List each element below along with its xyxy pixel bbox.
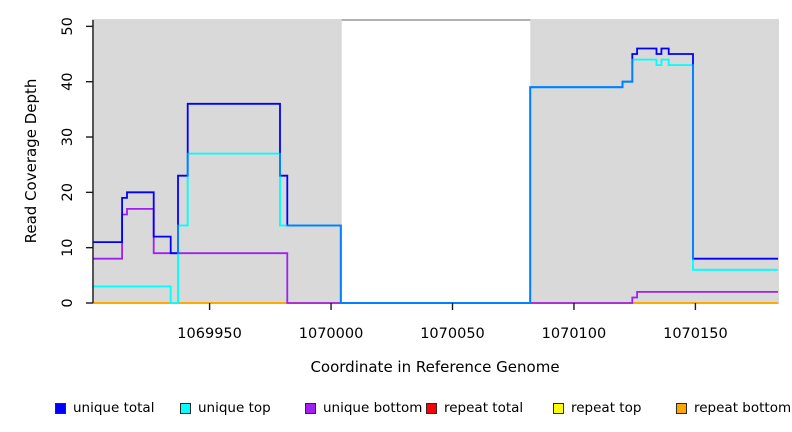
- legend-label: unique total: [73, 400, 155, 416]
- legend-swatch-icon: [553, 402, 564, 414]
- x-tick-label: 1070100: [542, 326, 607, 342]
- y-tick-label: 50: [60, 17, 76, 35]
- legend-swatch-icon: [426, 402, 437, 414]
- legend-swatch-icon: [55, 402, 66, 414]
- legend-item-unique-total: unique total: [55, 398, 154, 418]
- x-tick-label: 1069950: [177, 326, 242, 342]
- legend-item-repeat-top: repeat top: [553, 398, 641, 418]
- y-tick-label: 30: [60, 128, 76, 146]
- legend-item-repeat-bottom: repeat bottom: [676, 398, 791, 418]
- legend-swatch-icon: [180, 402, 191, 414]
- legend-label: unique bottom: [323, 400, 423, 416]
- legend-label: repeat bottom: [694, 400, 792, 416]
- legend-label: repeat total: [444, 400, 524, 416]
- x-tick-label: 1070150: [663, 326, 728, 342]
- y-tick-label: 10: [60, 238, 76, 256]
- x-axis-title: Coordinate in Reference Genome: [310, 358, 560, 376]
- y-tick-label: 0: [60, 298, 76, 307]
- shaded-region-1: [530, 19, 779, 303]
- shaded-region-0: [93, 19, 342, 303]
- x-tick-label: 1070000: [299, 326, 364, 342]
- legend-swatch-icon: [676, 402, 687, 414]
- y-tick-label: 20: [60, 183, 76, 201]
- y-tick-label: 40: [60, 72, 76, 90]
- series-overlay-unique-top: [93, 58, 778, 304]
- legend-item-unique-top: unique top: [180, 398, 271, 418]
- legend-label: repeat top: [571, 400, 642, 416]
- legend-swatch-icon: [305, 402, 316, 414]
- legend-item-unique-bottom: unique bottom: [305, 398, 422, 418]
- legend-item-repeat-total: repeat total: [426, 398, 523, 418]
- legend: unique total unique top unique bottom repea…: [0, 398, 792, 420]
- legend-label: unique top: [198, 400, 271, 416]
- y-axis-title: Read Coverage Depth: [22, 78, 40, 244]
- x-tick-label: 1070050: [420, 326, 485, 342]
